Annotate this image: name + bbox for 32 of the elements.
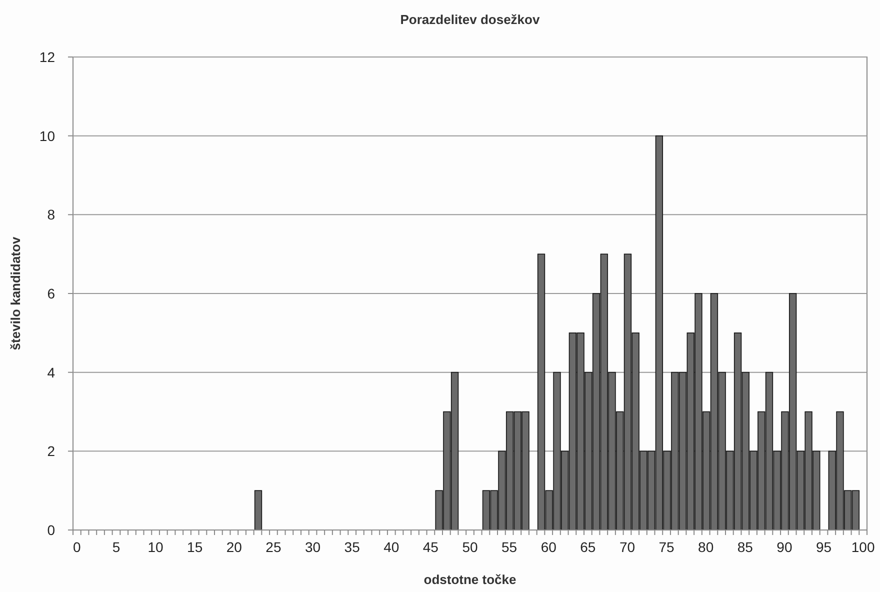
y-tick-label: 0 [47,522,56,538]
y-tick-label: 2 [47,443,56,460]
x-tick-label: 60 [540,539,557,555]
x-axis-title: odstotne točke [424,572,516,587]
x-tick-label: 85 [737,539,754,555]
x-tick-label: 30 [304,539,321,555]
x-tick-label: 45 [422,539,439,555]
x-tick-label: 15 [187,539,203,555]
x-tick-label: 80 [698,539,714,555]
x-tick-label: 65 [580,539,596,555]
x-tick-label: 10 [148,539,164,555]
y-tick-label: 4 [47,364,56,380]
x-tick-label: 40 [384,539,400,555]
x-tick-label: 55 [502,539,518,555]
y-tick-label: 8 [47,206,56,223]
chart-title: Porazdelitev dosežkov [400,12,540,27]
x-tick-label: 0 [73,539,82,555]
y-axis-title: število kandidatov [8,236,23,350]
x-tick-label: 25 [266,539,282,555]
y-tick-label: 10 [39,128,56,144]
x-tick-label: 95 [816,539,832,555]
x-tick-label: 75 [658,539,675,555]
bar [254,490,262,530]
x-tick-label: 70 [619,539,636,555]
y-tick-label: 6 [47,286,56,302]
x-tick-label: 100 [851,539,875,555]
x-tick-label: 50 [462,539,478,555]
x-tick-label: 90 [776,539,792,555]
y-tick-label: 12 [39,49,56,65]
x-tick-label: 35 [344,539,360,555]
x-tick-label: 20 [226,539,242,555]
x-tick-label: 5 [112,539,120,555]
